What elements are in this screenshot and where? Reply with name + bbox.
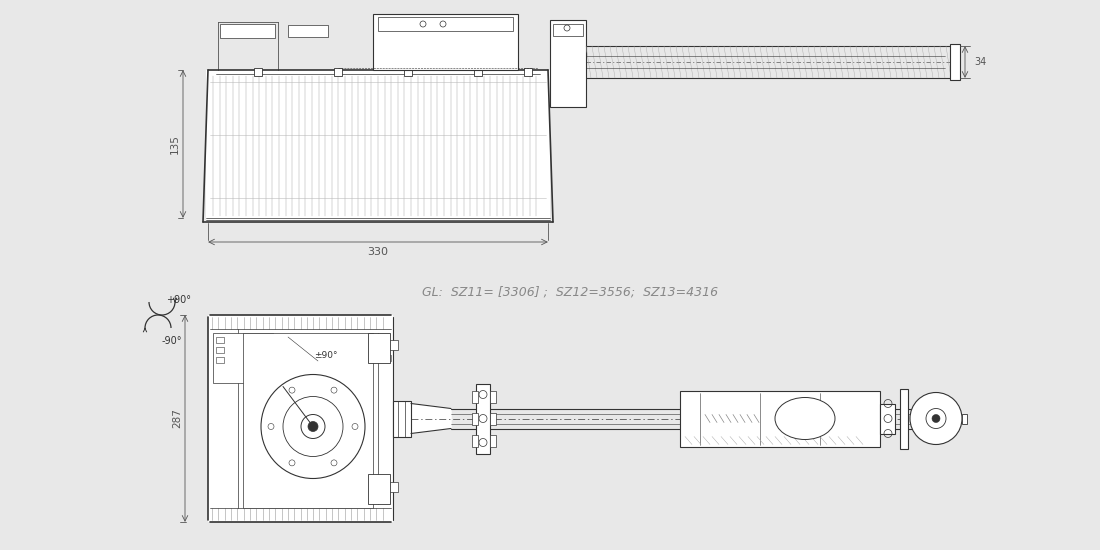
Bar [216, 357, 224, 363]
Bar [880, 404, 895, 433]
Text: -90°: -90° [162, 336, 183, 346]
Circle shape [932, 415, 940, 422]
Bar [213, 333, 273, 383]
Bar [490, 412, 496, 425]
Bar [243, 333, 373, 508]
Bar [216, 347, 224, 353]
Bar [472, 390, 478, 403]
Circle shape [800, 414, 810, 424]
Bar [334, 68, 342, 76]
Bar [680, 390, 880, 447]
Text: +90°: +90° [166, 295, 191, 305]
Bar [208, 315, 393, 522]
Bar [383, 340, 398, 350]
Bar [476, 383, 490, 454]
Bar [472, 434, 478, 447]
Circle shape [793, 406, 817, 431]
Ellipse shape [776, 398, 835, 439]
Bar [490, 390, 496, 403]
Bar [524, 68, 532, 76]
Polygon shape [411, 404, 451, 433]
Text: GL:  SZ11= [3306] ;  SZ12=3556;  SZ13=4316: GL: SZ11= [3306] ; SZ12=3556; SZ13=4316 [422, 285, 718, 299]
Bar [206, 70, 550, 220]
Bar [472, 412, 478, 425]
Circle shape [308, 421, 318, 432]
Bar [393, 400, 411, 437]
Bar [404, 68, 412, 76]
Bar [216, 337, 224, 343]
Text: ±90°: ±90° [315, 350, 338, 360]
Text: 330: 330 [367, 247, 388, 257]
Bar [962, 414, 967, 424]
Bar [220, 24, 275, 38]
Bar [553, 24, 583, 36]
Bar [950, 44, 960, 80]
Circle shape [910, 393, 962, 444]
Bar [368, 474, 390, 504]
Text: 135: 135 [170, 134, 180, 154]
Bar [900, 388, 908, 448]
Bar [474, 68, 482, 76]
Bar [288, 25, 328, 37]
Bar [373, 14, 518, 70]
Bar [383, 355, 390, 361]
Text: 34: 34 [974, 57, 987, 67]
Bar [378, 17, 513, 31]
Bar [383, 482, 398, 492]
Text: 287: 287 [172, 409, 182, 428]
Bar [490, 434, 496, 447]
Bar [254, 68, 262, 76]
Bar [368, 333, 390, 363]
Bar [550, 20, 586, 107]
